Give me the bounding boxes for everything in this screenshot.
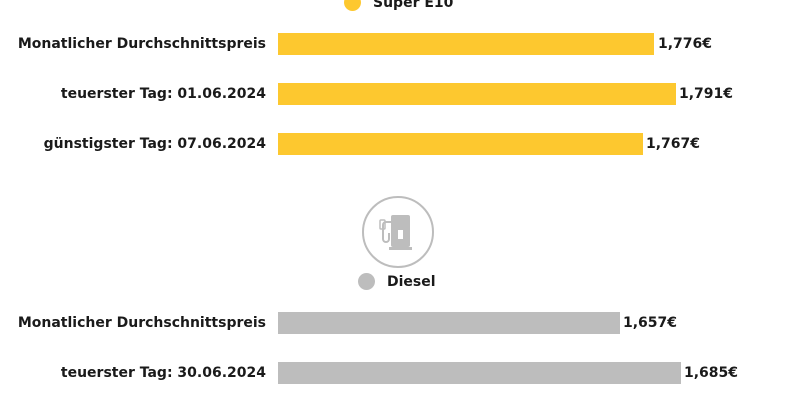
fuel-pump-icon: [362, 196, 434, 268]
legend-super-e10: Super E10: [344, 0, 453, 11]
bar-row-diesel-average: Monatlicher Durchschnittspreis 1,657€: [0, 312, 800, 334]
bar: [278, 312, 620, 334]
bar-row-e10-average: Monatlicher Durchschnittspreis 1,776€: [0, 33, 800, 55]
bar-row-e10-most-expensive: teuerster Tag: 01.06.2024 1,791€: [0, 83, 800, 105]
bar-row-diesel-most-expensive: teuerster Tag: 30.06.2024 1,685€: [0, 362, 800, 384]
bar-label: günstigster Tag: 07.06.2024: [43, 136, 266, 152]
bar-value: 1,776€: [658, 36, 713, 52]
bar-label: Monatlicher Durchschnittspreis: [17, 315, 266, 331]
legend-label-super-e10: Super E10: [373, 0, 454, 11]
legend-dot-diesel: [358, 273, 375, 290]
bar-value: 1,685€: [684, 365, 739, 381]
bar: [278, 83, 676, 105]
bar-label: teuerster Tag: 30.06.2024: [60, 365, 266, 381]
bar: [278, 362, 681, 384]
bar: [278, 133, 643, 155]
bar-row-e10-cheapest: günstigster Tag: 07.06.2024 1,767€: [0, 133, 800, 155]
legend-dot-super-e10: [344, 0, 361, 11]
bar-label: teuerster Tag: 01.06.2024: [60, 86, 266, 102]
legend-label-diesel: Diesel: [387, 273, 436, 290]
bar-value: 1,657€: [623, 315, 678, 331]
bar-value: 1,767€: [646, 136, 701, 152]
bar: [278, 33, 654, 55]
bar-label: Monatlicher Durchschnittspreis: [17, 36, 266, 52]
bar-value: 1,791€: [679, 86, 734, 102]
legend-diesel: Diesel: [358, 273, 436, 290]
